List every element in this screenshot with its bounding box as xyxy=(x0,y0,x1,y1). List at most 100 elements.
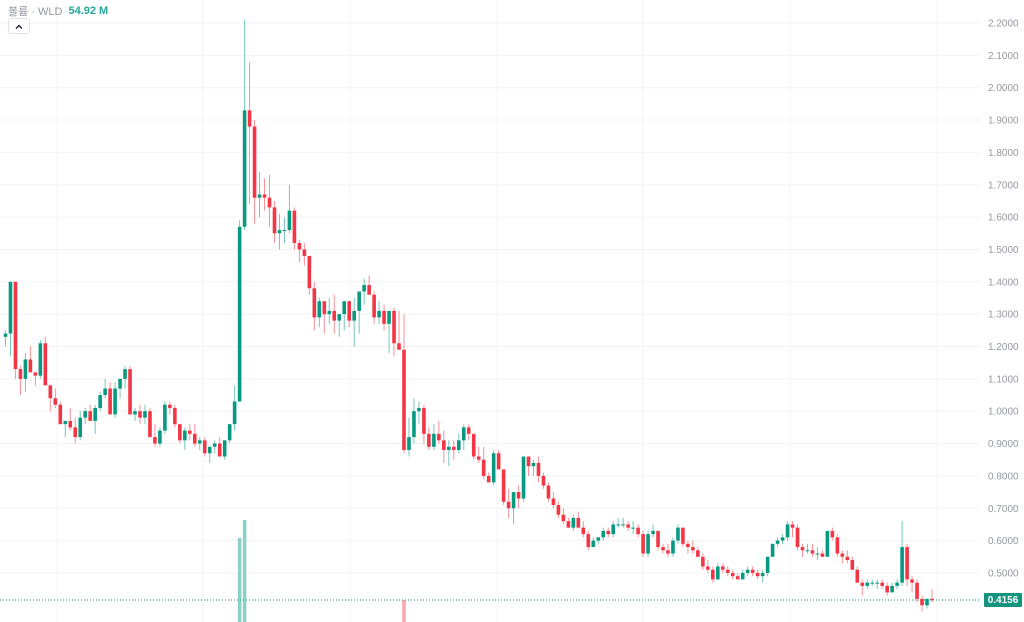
candle-body xyxy=(805,550,810,552)
candle-body xyxy=(850,560,855,570)
candle-body xyxy=(372,294,376,318)
candle-body xyxy=(302,249,307,256)
price-axis-label: 2.0000 xyxy=(988,83,1019,94)
candle-body xyxy=(476,456,481,460)
candle-body xyxy=(860,582,865,586)
candle-body xyxy=(531,462,536,467)
candle-body xyxy=(13,281,18,370)
candle-body xyxy=(716,566,720,580)
candle-body xyxy=(820,553,825,557)
candle-body xyxy=(242,110,247,227)
candle-body xyxy=(711,569,715,580)
candle-body xyxy=(561,514,566,522)
candle-body xyxy=(536,462,541,476)
candle-body xyxy=(412,411,416,438)
candle-body xyxy=(626,524,630,528)
candle-body xyxy=(407,437,411,451)
candle-body xyxy=(192,433,197,444)
candle-body xyxy=(526,456,531,467)
candle-body xyxy=(601,530,606,538)
candle-body xyxy=(68,420,73,428)
price-axis-label: 2.1000 xyxy=(988,51,1019,62)
price-axis-label: 0.8000 xyxy=(988,471,1019,482)
candle-body xyxy=(98,395,102,408)
candle-body xyxy=(456,440,461,451)
candle-body xyxy=(606,530,611,535)
candle-body xyxy=(720,566,725,570)
candle-body xyxy=(745,569,750,573)
candle-body xyxy=(930,598,934,601)
candle-body xyxy=(173,407,177,425)
candle-body xyxy=(636,527,640,535)
candle-body xyxy=(646,534,650,554)
candle-body xyxy=(287,210,292,231)
candle-body xyxy=(506,501,511,509)
candle-body xyxy=(631,527,635,529)
price-axis-label: 1.4000 xyxy=(988,277,1019,288)
price-axis[interactable]: 2.2000 2.1000 2.0000 1.9000 1.8000 1.7000 1.60… xyxy=(988,19,1019,580)
candle-body xyxy=(123,369,127,379)
candle-body xyxy=(840,553,845,557)
candle-body xyxy=(93,407,97,421)
candle-body xyxy=(447,446,451,451)
candle-body xyxy=(880,582,884,586)
candle-body xyxy=(422,407,426,434)
candle-body xyxy=(148,411,152,438)
candle-body xyxy=(73,427,78,438)
candle-body xyxy=(466,427,471,434)
candle-body xyxy=(357,291,361,311)
candle-body xyxy=(740,572,745,580)
candle-body xyxy=(38,343,43,376)
candle-body xyxy=(845,556,850,561)
price-axis-label: 1.7000 xyxy=(988,180,1019,191)
candle-body xyxy=(785,524,790,538)
candle-body xyxy=(23,359,28,379)
candle-body xyxy=(481,459,486,476)
candle-body xyxy=(377,310,381,318)
grid-lines xyxy=(0,0,980,622)
candle-body xyxy=(760,572,765,577)
candle-body xyxy=(113,388,117,415)
candle-body xyxy=(322,301,327,315)
candle-body xyxy=(795,527,800,548)
candle-body xyxy=(332,310,337,321)
candle-body xyxy=(237,226,242,402)
candle-body xyxy=(442,440,446,451)
volume-bar xyxy=(237,538,242,622)
candle-body xyxy=(471,433,476,457)
candle-body xyxy=(780,537,785,541)
price-axis-label: 0.9000 xyxy=(988,439,1019,450)
candle-body xyxy=(910,579,914,583)
collapse-legend-button[interactable] xyxy=(8,18,30,34)
price-axis-label: 1.1000 xyxy=(988,374,1019,385)
candle-body xyxy=(701,556,705,567)
candle-body xyxy=(616,524,620,526)
candle-body xyxy=(546,485,551,499)
candle-body xyxy=(327,310,332,315)
candle-body xyxy=(920,598,924,606)
candle-body xyxy=(402,349,406,451)
candle-body xyxy=(78,417,83,438)
candle-body xyxy=(362,285,366,292)
candle-body xyxy=(53,398,58,405)
candle-body xyxy=(895,582,899,586)
candle-body xyxy=(153,437,157,444)
candle-body xyxy=(312,288,317,318)
candle-body xyxy=(18,369,23,379)
candle-body xyxy=(133,411,137,415)
last-price-tag: 0.4156 xyxy=(984,593,1022,607)
volume-bar xyxy=(242,520,247,622)
candle-body xyxy=(830,530,835,538)
volume-bars xyxy=(237,520,406,622)
candle-body xyxy=(686,543,690,548)
price-axis-label: 2.2000 xyxy=(988,19,1019,30)
candle-body xyxy=(770,543,775,557)
candle-body xyxy=(461,427,466,441)
candle-body xyxy=(855,569,860,583)
candle-body xyxy=(382,310,386,324)
candle-body xyxy=(337,314,342,321)
candle-body xyxy=(591,540,596,548)
candle-body xyxy=(8,281,13,334)
candle-body xyxy=(656,530,660,548)
